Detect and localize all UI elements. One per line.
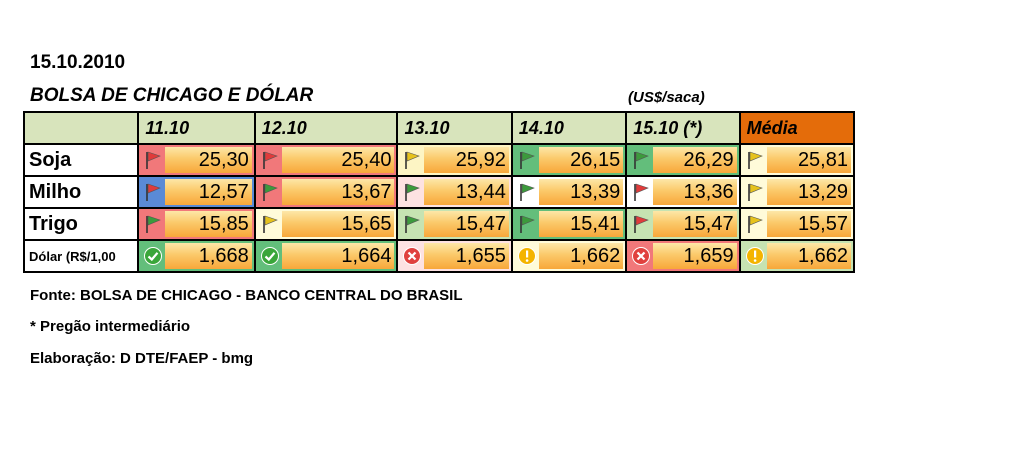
- value-cell: 13,67: [253, 175, 399, 209]
- row-label: Dólar (R$/1,00: [22, 239, 140, 273]
- cell-value: 13,36: [653, 179, 737, 205]
- cell-value: 1,655: [424, 243, 509, 269]
- value-cell: 15,47: [396, 207, 513, 241]
- cell-value: 25,30: [165, 147, 252, 173]
- value-cell: 13,29: [738, 175, 856, 209]
- cell-value: 1,662: [766, 243, 851, 269]
- cell-value: 25,81: [766, 147, 851, 173]
- value-cell: 25,30: [137, 143, 256, 177]
- flag-green-icon: [515, 179, 539, 205]
- value-cell: 25,81: [738, 143, 856, 177]
- cell-value: 1,668: [165, 243, 252, 269]
- flag-red-icon: [141, 179, 165, 205]
- value-cell: 13,44: [396, 175, 513, 209]
- exclaim-circle-icon: [743, 243, 767, 269]
- column-header: 14.10: [510, 111, 628, 145]
- report-title: BOLSA DE CHICAGO E DÓLAR: [30, 85, 314, 106]
- unit-label: (US$/saca): [628, 89, 705, 106]
- table-row: Trigo 15,85 15,65 15,47 15,41 15,47 15,57: [22, 207, 856, 241]
- value-cell: 15,41: [510, 207, 628, 241]
- flag-green-icon: [400, 211, 424, 237]
- value-cell: 1,664: [253, 239, 399, 273]
- cell-value: 25,92: [424, 147, 509, 173]
- intermediate-note: * Pregão intermediário: [30, 318, 191, 335]
- flag-red-icon: [629, 211, 653, 237]
- value-cell: 25,40: [253, 143, 399, 177]
- value-cell: 1,662: [738, 239, 856, 273]
- cell-value: 13,67: [281, 179, 395, 205]
- x-circle-icon: [400, 243, 424, 269]
- cell-value: 1,659: [653, 243, 737, 269]
- cell-value: 13,39: [538, 179, 624, 205]
- quotes-table: 11.10 12.10 13.10 14.10 15.10 (*) Média …: [22, 111, 856, 273]
- flag-green-icon: [400, 179, 424, 205]
- value-cell: 1,655: [396, 239, 513, 273]
- cell-value: 15,41: [538, 211, 624, 237]
- value-cell: 15,85: [137, 207, 256, 241]
- value-cell: 25,92: [396, 143, 513, 177]
- row-label: Trigo: [22, 207, 140, 241]
- cell-value: 1,664: [281, 243, 395, 269]
- check-circle-icon: [141, 243, 165, 269]
- cell-value: 15,65: [281, 211, 395, 237]
- row-label: Milho: [22, 175, 140, 209]
- cell-value: 15,85: [165, 211, 252, 237]
- cell-value: 1,662: [538, 243, 624, 269]
- flag-green-icon: [629, 147, 653, 173]
- value-cell: 13,36: [625, 175, 741, 209]
- cell-value: 15,47: [424, 211, 509, 237]
- report-date: 15.10.2010: [30, 52, 126, 73]
- value-cell: 13,39: [510, 175, 628, 209]
- flag-yellow-icon: [743, 211, 767, 237]
- column-header-average: Média: [738, 111, 856, 145]
- table-header-row: 11.10 12.10 13.10 14.10 15.10 (*) Média: [22, 111, 856, 145]
- value-cell: 12,57: [137, 175, 256, 209]
- cell-value: 13,44: [424, 179, 509, 205]
- cell-value: 15,47: [653, 211, 737, 237]
- value-cell: 1,659: [625, 239, 741, 273]
- flag-red-icon: [141, 147, 165, 173]
- column-header: 11.10: [137, 111, 256, 145]
- cell-value: 26,29: [653, 147, 737, 173]
- source-note: Fonte: BOLSA DE CHICAGO - BANCO CENTRAL …: [30, 287, 463, 304]
- flag-green-icon: [515, 147, 539, 173]
- flag-red-icon: [629, 179, 653, 205]
- check-circle-icon: [258, 243, 282, 269]
- x-circle-icon: [629, 243, 653, 269]
- row-label: Soja: [22, 143, 140, 177]
- table-row: Milho 12,57 13,67 13,44 13,39 13,36 13,29: [22, 175, 856, 209]
- value-cell: 1,662: [510, 239, 628, 273]
- table-row: Dólar (R$/1,00 1,668 1,664 1,655 1,662 1,659 1…: [22, 239, 856, 273]
- table-row: Soja 25,30 25,40 25,92 26,15 26,29 25,81: [22, 143, 856, 177]
- cell-value: 26,15: [538, 147, 624, 173]
- flag-yellow-icon: [258, 211, 282, 237]
- cell-value: 25,40: [281, 147, 395, 173]
- value-cell: 15,65: [253, 207, 399, 241]
- exclaim-circle-icon: [515, 243, 539, 269]
- value-cell: 15,47: [625, 207, 741, 241]
- credit-note: Elaboração: D DTE/FAEP - bmg: [30, 350, 254, 367]
- flag-red-icon: [258, 147, 282, 173]
- column-header: 15.10 (*): [625, 111, 741, 145]
- value-cell: 1,668: [137, 239, 256, 273]
- value-cell: 15,57: [738, 207, 856, 241]
- cell-value: 13,29: [766, 179, 851, 205]
- value-cell: 26,15: [510, 143, 628, 177]
- header-corner: [22, 111, 140, 145]
- flag-green-icon: [515, 211, 539, 237]
- cell-value: 12,57: [165, 179, 252, 205]
- flag-green-icon: [258, 179, 282, 205]
- flag-yellow-icon: [743, 147, 767, 173]
- flag-yellow-icon: [743, 179, 767, 205]
- column-header: 12.10: [253, 111, 399, 145]
- value-cell: 26,29: [625, 143, 741, 177]
- flag-yellow-icon: [400, 147, 424, 173]
- column-header: 13.10: [396, 111, 513, 145]
- flag-green-icon: [141, 211, 165, 237]
- cell-value: 15,57: [766, 211, 851, 237]
